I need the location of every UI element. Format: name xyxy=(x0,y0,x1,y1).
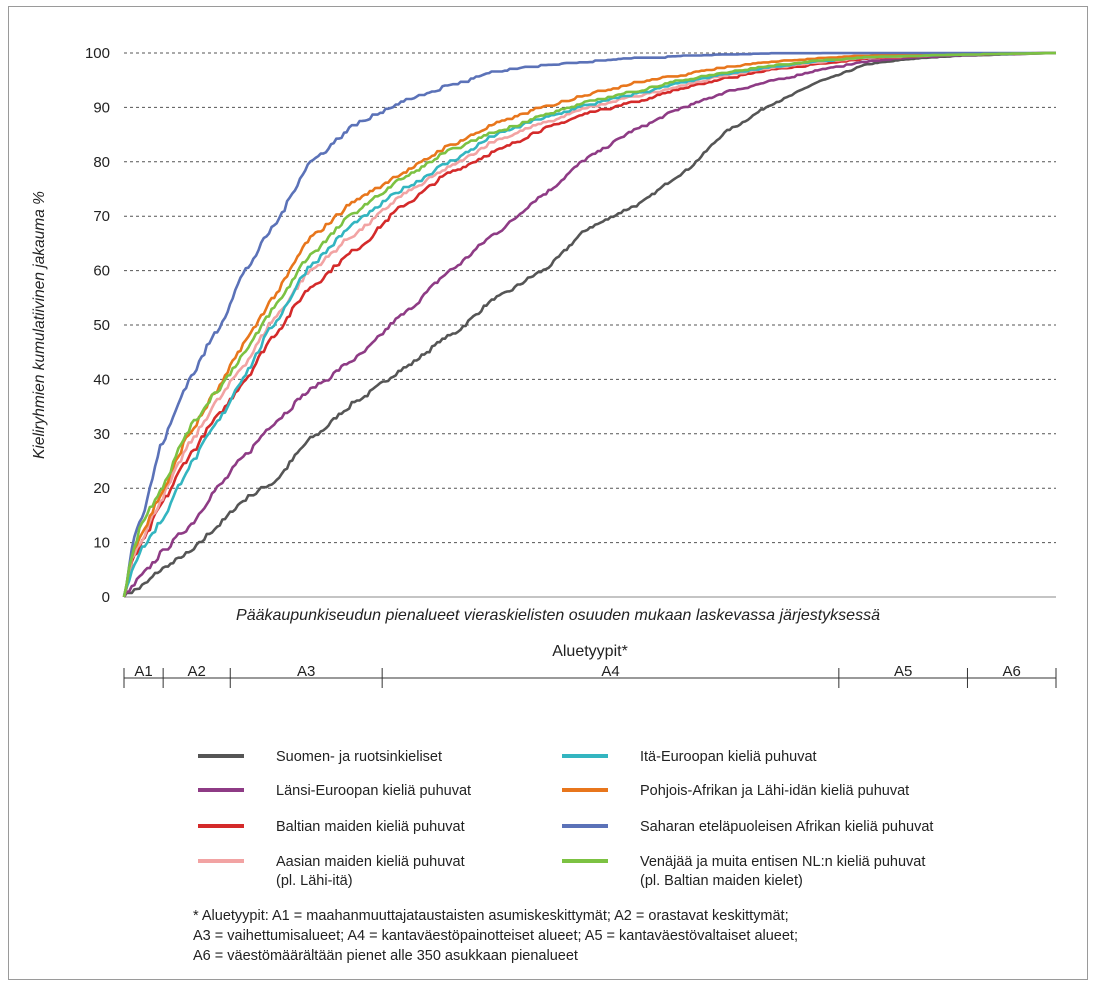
footnote-line: A6 = väestömäärältään pienet alle 350 as… xyxy=(193,948,578,964)
area-type-label: A4 xyxy=(601,663,619,680)
legend-label: Pohjois-Afrikan ja Lähi-idän kieliä puhu… xyxy=(640,783,909,799)
footnote-line: A3 = vaihettumisalueet; A4 = kantaväestö… xyxy=(193,928,798,944)
legend-label: (pl. Baltian maiden kielet) xyxy=(640,873,803,889)
legend-label: Länsi-Euroopan kieliä puhuvat xyxy=(276,783,471,799)
legend-label: (pl. Lähi-itä) xyxy=(276,873,353,889)
y-tick-label: 40 xyxy=(93,371,110,388)
series-line xyxy=(122,51,1056,598)
legend-label: Baltian maiden kieliä puhuvat xyxy=(276,819,465,835)
series-line xyxy=(122,51,1057,598)
legend-label: Saharan eteläpuoleisen Afrikan kieliä pu… xyxy=(640,819,933,835)
y-axis-label: Kieliryhmien kumulatiivinen jakauma % xyxy=(31,191,48,459)
y-tick-label: 0 xyxy=(102,589,110,606)
y-tick-label: 30 xyxy=(93,426,110,443)
y-tick-label: 80 xyxy=(93,154,110,171)
y-tick-label: 50 xyxy=(93,317,110,334)
y-tick-label: 20 xyxy=(93,480,110,497)
legend-label: Venäjää ja muita entisen NL:n kieliä puh… xyxy=(640,854,925,870)
y-tick-label: 70 xyxy=(93,208,110,225)
legend-label: Itä-Euroopan kieliä puhuvat xyxy=(640,749,817,765)
area-type-label: A2 xyxy=(188,663,206,680)
footnote-line: * Aluetyypit: A1 = maahanmuuttajataustai… xyxy=(193,908,789,924)
series-line xyxy=(122,51,1056,598)
area-type-label: A6 xyxy=(1003,663,1021,680)
area-type-label: A3 xyxy=(297,663,315,680)
x-axis-label: Pääkaupunkiseudun pienalueet vieraskieli… xyxy=(236,607,880,624)
legend-label: Aasian maiden kieliä puhuvat xyxy=(276,854,465,870)
area-types-title: Aluetyypit* xyxy=(552,643,628,660)
area-type-label: A1 xyxy=(134,663,152,680)
y-tick-label: 100 xyxy=(85,45,110,62)
y-tick-label: 90 xyxy=(93,99,110,116)
legend-label: Suomen- ja ruotsinkieliset xyxy=(276,749,442,765)
y-tick-label: 60 xyxy=(93,263,110,280)
area-type-label: A5 xyxy=(894,663,912,680)
series-line xyxy=(122,51,1056,596)
y-tick-label: 10 xyxy=(93,535,110,552)
chart-frame xyxy=(8,6,1088,980)
